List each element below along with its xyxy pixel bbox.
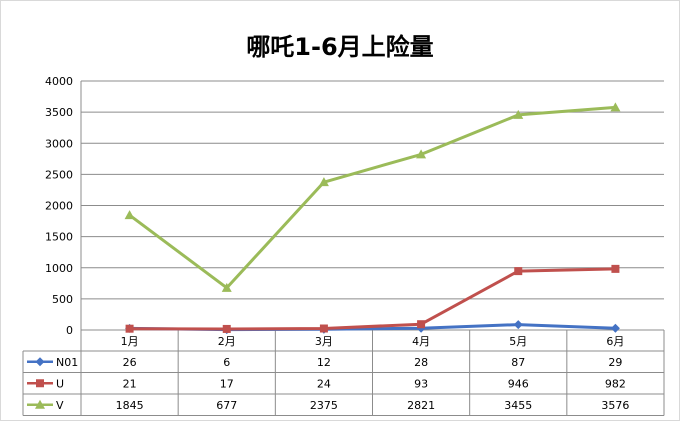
series-line-V [128,105,616,290]
data-point-V [513,109,524,119]
legend-key-marker [36,379,44,388]
data-point-N01 [513,320,523,330]
table-cell-value: 1845 [116,399,144,412]
y-tick-label: 0 [66,324,73,337]
y-tick-label: 1500 [45,231,73,244]
y-tick-label: 2000 [45,200,73,213]
y-axis: 0 500 1000 1500 2000 2500 3000 3500 4000 [45,75,82,337]
data-point-U [319,324,328,333]
y-tick-label: 3000 [45,137,73,150]
series-line-U [129,267,616,331]
category-label: 1月 [121,335,139,348]
table-cell-value: 24 [317,377,331,390]
table-cell-value: 87 [511,356,525,369]
table-cell-value: 12 [317,356,331,369]
data-point-U [611,264,620,273]
table-cell-value: 6 [223,356,230,369]
data-point-V [416,149,427,159]
data-point-V [318,177,329,187]
legend-label: N01 [56,356,78,369]
table-cell-value: 17 [220,377,234,390]
chart-title: 哪吒1-6月上险量 [246,33,433,61]
data-point-U [417,320,426,329]
y-tick-label: 500 [52,293,73,306]
table-cell-value: 677 [216,399,237,412]
category-label: 5月 [509,335,527,348]
table-cell-value: 26 [123,356,137,369]
table-cell-value: 2375 [310,399,338,412]
legend-key-marker [35,357,45,367]
table-cell-value: 982 [605,377,626,390]
data-point-V [221,282,232,292]
table-cell-value: 3576 [601,399,629,412]
table-cell-value: 3455 [504,399,532,412]
data-point-N01 [610,323,620,333]
data-point-U [222,324,231,333]
table-cell-value: 29 [608,356,622,369]
legend-label: V [56,399,64,412]
table-cell-value: 21 [123,377,137,390]
category-label: 6月 [606,335,624,348]
category-label: 2月 [218,335,236,348]
data-point-U [514,267,523,276]
table-cell-value: 93 [414,377,428,390]
y-tick-label: 2500 [45,168,73,181]
y-tick-label: 4000 [45,75,73,88]
data-point-V [124,210,135,220]
data-point-V [610,102,621,112]
table-cell-value: 28 [414,356,428,369]
table-cell-value: 946 [508,377,529,390]
y-tick-label: 3500 [45,106,73,119]
data-table: 1月 2月 3月 4月 5月 6月 N01 26 6 12 28 87 29 U 21 17 24 93 946 98… [22,329,665,416]
grid-lines [81,80,664,300]
table-cell-value: 2821 [407,399,435,412]
series-lines [124,102,621,335]
category-label: 4月 [412,335,430,348]
data-point-U [125,324,134,333]
legend-label: U [56,377,64,390]
y-tick-label: 1000 [45,262,73,275]
legend-key-marker [35,399,45,409]
category-label: 3月 [315,335,333,348]
